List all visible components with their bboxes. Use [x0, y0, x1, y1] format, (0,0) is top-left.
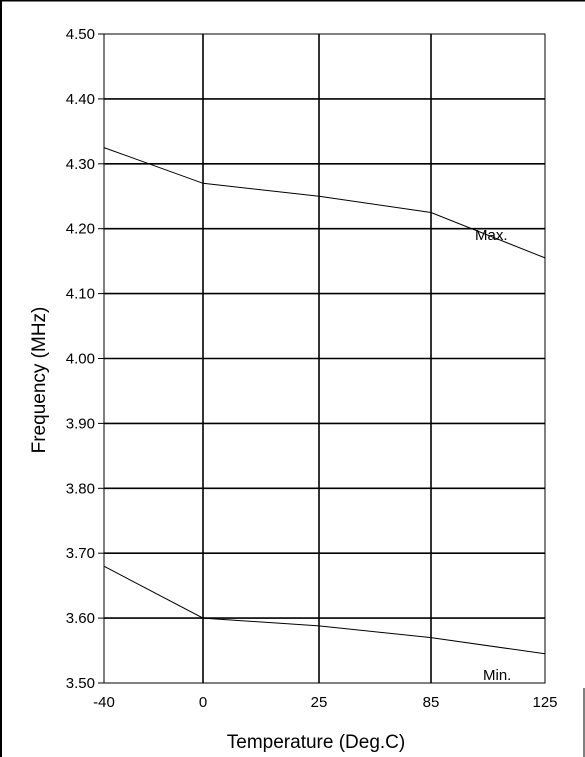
- grid: [104, 34, 545, 683]
- y-tick-label: 4.50: [66, 26, 95, 43]
- x-tick-label: 25: [311, 694, 328, 711]
- x-axis-ticks: -40 0 25 85 125: [93, 694, 557, 711]
- y-tick-label: 4.40: [66, 91, 95, 108]
- series-lines: [103, 147, 546, 655]
- y-tick-label: 3.70: [66, 545, 95, 562]
- x-tick-label: 0: [199, 694, 207, 711]
- y-tick-label: 4.00: [66, 351, 95, 368]
- y-tick-label: 3.90: [66, 415, 95, 432]
- y-tick-label: 3.50: [66, 675, 95, 692]
- x-tick-label: 85: [423, 694, 440, 711]
- series-line-max: [103, 147, 546, 259]
- series-label-min: Min.: [483, 667, 511, 684]
- x-tick-label: -40: [93, 694, 115, 711]
- x-axis-title: Temperature (Deg.C): [227, 732, 405, 753]
- y-tick-label: 3.80: [66, 480, 95, 497]
- y-tick-label: 4.20: [66, 221, 95, 238]
- y-tick-label: 4.10: [66, 286, 95, 303]
- y-axis-ticks: 4.50 4.40 4.30 4.20 4.10 4.00 3.90 3.80 3.70 3.60…: [66, 26, 104, 692]
- y-axis-title: Frequency (MHz): [29, 307, 50, 454]
- series-labels: Max. Min.: [475, 227, 511, 684]
- series-label-max: Max.: [475, 227, 508, 244]
- y-tick-label: 3.60: [66, 610, 95, 627]
- y-tick-label: 4.30: [66, 156, 95, 173]
- x-tick-label: 125: [532, 694, 557, 711]
- series-line-min: [103, 565, 546, 655]
